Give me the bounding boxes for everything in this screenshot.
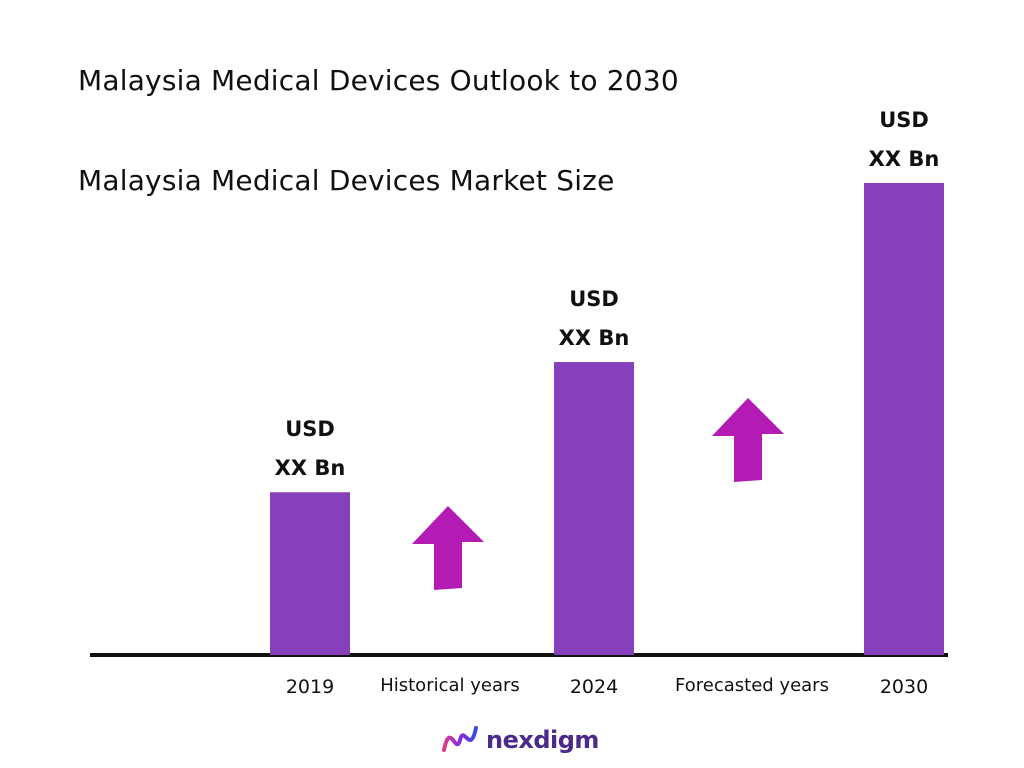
- brand-logo: nexdigm: [440, 722, 599, 758]
- bar-2030: [864, 183, 944, 655]
- bar-2019: [270, 492, 350, 655]
- trend-arrow-up-2: [712, 398, 784, 482]
- value-label-2030-line-1: USD: [879, 108, 929, 132]
- value-label-2019-line-2: XX Bn: [275, 456, 346, 480]
- value-label-2019-line-1: USD: [285, 417, 335, 441]
- x-tick-label-2019: 2019: [286, 676, 334, 698]
- bar-2024: [554, 362, 634, 655]
- value-label-2030-line-2: XX Bn: [869, 147, 940, 171]
- period-label-1: Historical years: [380, 675, 520, 696]
- x-tick-label-2030: 2030: [880, 676, 928, 698]
- nexdigm-wave-icon: [442, 726, 478, 752]
- logo-text: nexdigm: [486, 726, 599, 754]
- period-label-2: Forecasted years: [675, 675, 829, 696]
- x-tick-label-2024: 2024: [570, 676, 618, 698]
- value-label-2024-line-1: USD: [569, 287, 619, 311]
- chart-title: Malaysia Medical Devices Outlook to 2030: [78, 64, 679, 97]
- trend-arrow-up-1: [412, 506, 484, 590]
- value-label-2024-line-2: XX Bn: [559, 326, 630, 350]
- chart-subtitle: Malaysia Medical Devices Market Size: [78, 164, 615, 197]
